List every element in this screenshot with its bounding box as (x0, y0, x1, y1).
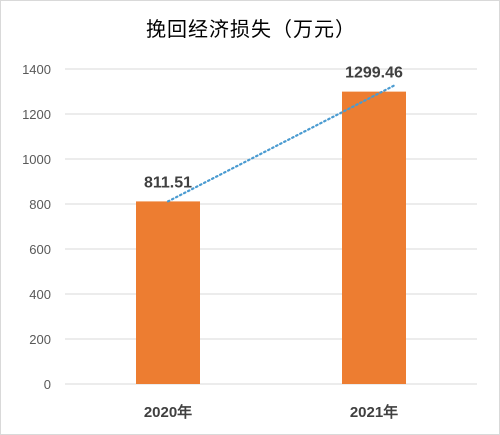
y-tick-label: 400 (29, 287, 51, 302)
y-tick-label: 600 (29, 242, 51, 257)
data-label: 811.51 (144, 174, 192, 191)
y-tick-label: 1200 (22, 107, 51, 122)
data-label: 1299.46 (345, 65, 403, 82)
y-tick-label: 1000 (22, 152, 51, 167)
x-category-label: 2020年 (144, 403, 192, 421)
chart-title: 挽回经济损失（万元） (146, 17, 356, 41)
x-category-label: 2021年 (350, 403, 398, 421)
bar (136, 201, 200, 384)
y-tick-label: 0 (44, 377, 51, 392)
y-tick-label: 200 (29, 332, 51, 347)
y-tick-label: 800 (29, 197, 51, 212)
bar (342, 91, 406, 385)
trendline (166, 84, 396, 203)
y-tick-label: 1400 (22, 62, 51, 77)
